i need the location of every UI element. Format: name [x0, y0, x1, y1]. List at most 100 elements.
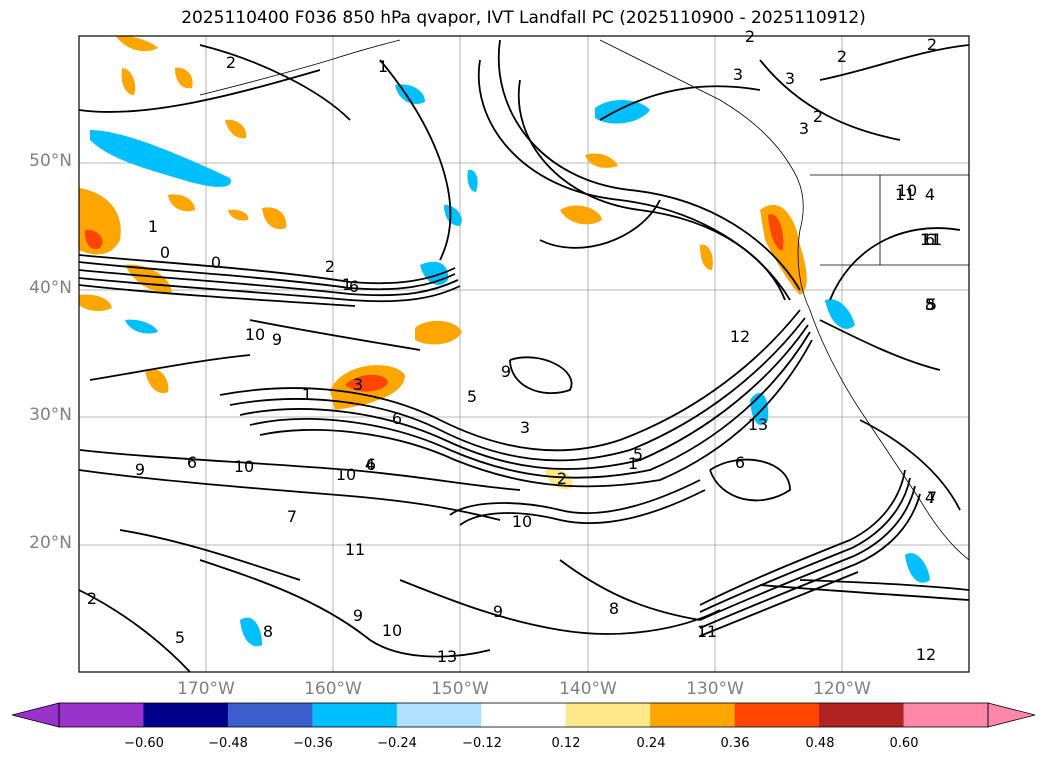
- colorbar-tick-label: 0.24: [636, 736, 666, 751]
- contour-label: 7: [287, 507, 297, 526]
- contour-label: 2: [837, 47, 847, 66]
- ivt-contours: [79, 39, 969, 672]
- colorbar-segment: [481, 703, 567, 727]
- contour-label: 5: [175, 628, 185, 647]
- contour-label: 3: [733, 65, 743, 84]
- contour-label: 5: [633, 445, 643, 464]
- contour-label: 5: [925, 295, 935, 314]
- contour-label: 2: [226, 53, 236, 72]
- lat-label: 20°N: [29, 533, 72, 553]
- contour-label: 3: [353, 375, 363, 394]
- contour-label: 7: [927, 488, 937, 507]
- map-background: [79, 36, 969, 672]
- contour-label: 2: [813, 107, 823, 126]
- colorbar-tick-label: 0.60: [889, 736, 919, 751]
- colorbar-segment: [650, 703, 736, 727]
- colorbar: [11, 702, 1036, 728]
- contour-label: 5: [467, 387, 477, 406]
- contour-label: 10: [336, 465, 356, 484]
- filled-patches: [79, 36, 930, 647]
- colorbar-segment: [734, 703, 820, 727]
- colorbar-segment: [903, 703, 989, 727]
- lat-label: 40°N: [29, 278, 72, 298]
- contour-label: 3: [799, 119, 809, 138]
- colorbar-max-extension: [987, 702, 1036, 728]
- contour-label: 11: [922, 230, 942, 249]
- contour-label: 1: [148, 217, 158, 236]
- colorbar-segment: [59, 703, 144, 727]
- contour-label: 13: [748, 415, 768, 434]
- contour-label: 2: [87, 589, 97, 608]
- colorbar-segment: [565, 703, 651, 727]
- contour-label: 10: [512, 512, 532, 531]
- lon-label: 150°W: [431, 679, 489, 699]
- map-frame: [78, 35, 970, 673]
- contour-label: 6: [349, 277, 359, 296]
- contour-label: 4: [925, 185, 935, 204]
- contour-label: 10: [897, 181, 917, 200]
- contour-label: 6: [925, 230, 935, 249]
- contour-label: 1: [378, 57, 388, 76]
- lon-label: 120°W: [813, 679, 871, 699]
- contour-label: 9: [493, 602, 503, 621]
- colorbar-segment: [819, 703, 905, 727]
- colorbar-tick-label: −0.48: [208, 736, 248, 751]
- contour-label: 10: [245, 325, 265, 344]
- contour-label: 12: [916, 645, 936, 664]
- contour-label: 6: [187, 453, 197, 472]
- contour-label: 11: [697, 622, 717, 641]
- colorbar-tick-label: 0.36: [720, 736, 750, 751]
- contour-label: 0: [211, 253, 221, 272]
- contour-label: 4: [925, 488, 935, 507]
- lon-label: 160°W: [304, 679, 362, 699]
- lon-label: 170°W: [177, 679, 235, 699]
- contour-label: 3: [785, 69, 795, 88]
- contour-label: 11: [920, 230, 940, 249]
- contour-label: 1: [302, 385, 312, 404]
- contour-label: 11: [895, 185, 915, 204]
- map-title: 2025110400 F036 850 hPa qvapor, IVT Land…: [181, 8, 866, 28]
- colorbar-tick-label: −0.12: [462, 736, 502, 751]
- colorbar-segment: [143, 703, 229, 727]
- contour-label: 2: [325, 257, 335, 276]
- contour-label: 4: [365, 455, 375, 474]
- colorbar-segment: [227, 703, 313, 727]
- contour-label: 9: [272, 330, 282, 349]
- colorbar-min-extension: [11, 702, 60, 728]
- contour-label: 5: [927, 295, 937, 314]
- contour-label: 0: [160, 243, 170, 262]
- contour-label: 6: [392, 409, 402, 428]
- colorbar-segment: [312, 703, 398, 727]
- contour-label: 9: [353, 606, 363, 625]
- contour-label: 2: [745, 27, 755, 46]
- coastlines: [199, 39, 969, 561]
- lat-label: 30°N: [29, 405, 72, 425]
- contour-label: 10: [234, 457, 254, 476]
- contour-label: 8: [609, 599, 619, 618]
- colorbar-segment: [396, 703, 482, 727]
- contour-label: 6: [735, 453, 745, 472]
- contour-label: 1: [342, 275, 352, 294]
- contour-layer: [79, 36, 969, 672]
- lat-label: 50°N: [29, 151, 72, 171]
- lon-label: 140°W: [559, 679, 617, 699]
- contour-label: 2: [557, 469, 567, 488]
- contour-label: 9: [501, 362, 511, 381]
- colorbar-tick-label: −0.36: [293, 736, 333, 751]
- contour-label: 3: [520, 418, 530, 437]
- contour-label: 12: [730, 327, 750, 346]
- contour-label: 10: [382, 621, 402, 640]
- colorbar-tick-label: −0.60: [124, 736, 164, 751]
- lon-label: 130°W: [686, 679, 744, 699]
- contour-label: 8: [925, 295, 935, 314]
- contour-label: 9: [135, 460, 145, 479]
- contour-label: 1: [628, 454, 638, 473]
- contour-label: 8: [263, 622, 273, 641]
- colorbar-tick-label: 0.48: [805, 736, 835, 751]
- colorbar-outline: [58, 702, 989, 728]
- contour-label: 11: [345, 540, 365, 559]
- colorbar-tick-label: −0.24: [377, 736, 417, 751]
- colorbar-tick-label: 0.12: [551, 736, 581, 751]
